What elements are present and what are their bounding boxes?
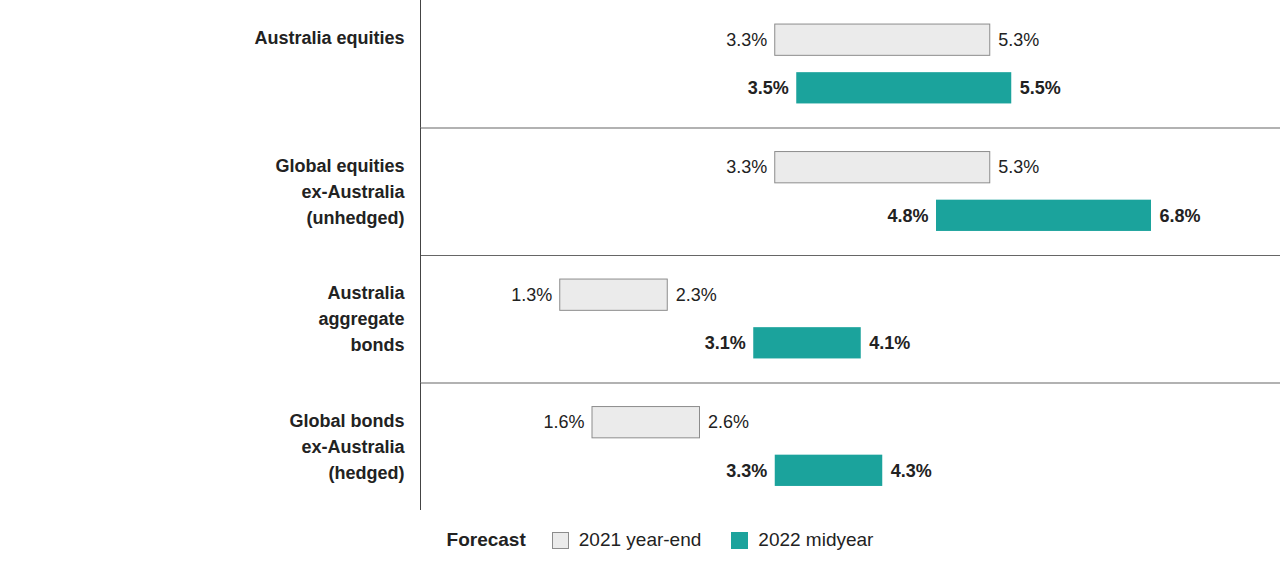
svg-text:Global bondsex-Australia(hedge: Global bondsex-Australia(hedged) — [290, 411, 406, 483]
svg-text:3.1%: 3.1% — [705, 333, 746, 353]
svg-text:2.3%: 2.3% — [676, 285, 717, 305]
svg-text:2.6%: 2.6% — [708, 412, 749, 432]
svg-text:4.8%: 4.8% — [887, 206, 928, 226]
svg-text:3.3%: 3.3% — [726, 157, 767, 177]
svg-text:4.3%: 4.3% — [891, 461, 932, 481]
html-text:2021 year-end: 2021 year-end — [578, 529, 702, 550]
svg-text:5.5%: 5.5% — [1020, 78, 1061, 98]
svg-text:6.8%: 6.8% — [1160, 206, 1201, 226]
svg-text:5.3%: 5.3% — [998, 157, 1039, 177]
svg-text:4.1%: 4.1% — [869, 333, 910, 353]
svg-text:5.3%: 5.3% — [998, 30, 1039, 50]
svg-text:3.5%: 3.5% — [748, 78, 789, 98]
svg-text:1.3%: 1.3% — [511, 285, 552, 305]
svg-text:Global equitiesex-Australia(un: Global equitiesex-Australia(unhedged) — [275, 156, 405, 228]
svg-text:1.6%: 1.6% — [543, 412, 584, 432]
html-text:Forecast: Forecast — [446, 529, 526, 550]
html-text:2022 midyear: 2022 midyear — [758, 529, 874, 550]
svg-text:Australia equities: Australia equities — [254, 28, 404, 48]
svg-text:3.3%: 3.3% — [726, 30, 767, 50]
svg-text:Australiaaggregatebonds: Australiaaggregatebonds — [318, 283, 405, 355]
svg-text:3.3%: 3.3% — [726, 461, 767, 481]
